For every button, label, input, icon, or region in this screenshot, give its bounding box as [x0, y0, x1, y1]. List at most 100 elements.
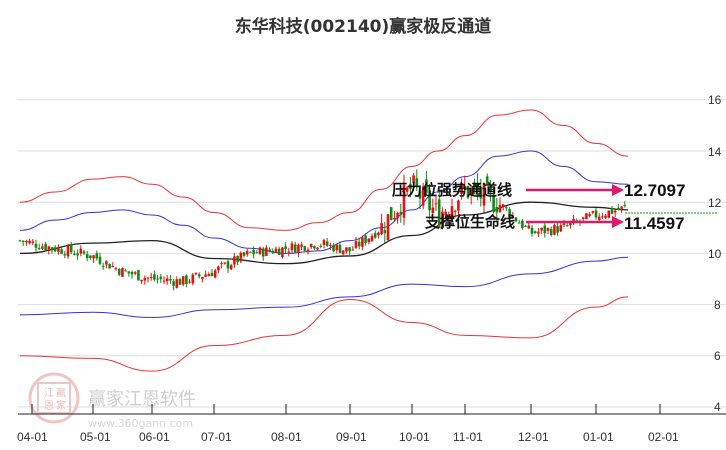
candle-down [169, 278, 172, 281]
candle-down [473, 182, 476, 188]
candle-up [562, 223, 566, 226]
candle-down [153, 274, 156, 280]
y-axis: 16 14 12 10 8 6 4 [708, 93, 722, 414]
candle-down [325, 241, 329, 246]
watermark-seal-char: 恩 [44, 400, 54, 412]
candle-up [341, 250, 345, 255]
candle-up [287, 251, 291, 253]
x-tick-label: 11-01 [453, 430, 483, 444]
candle-down [101, 265, 105, 267]
candle-up [188, 281, 191, 283]
x-tick-label: 01-01 [583, 430, 614, 444]
candle-down [60, 249, 63, 254]
candle-down [617, 207, 620, 210]
candle-down [178, 279, 182, 285]
candle-down [437, 199, 441, 227]
candle-up [402, 184, 406, 218]
candle-down [623, 205, 627, 207]
support-arrow-icon [612, 216, 624, 228]
candle-up [191, 274, 195, 284]
candle-up [239, 252, 243, 262]
candle-up [105, 261, 108, 265]
candle-down [236, 255, 239, 263]
candle-up [597, 216, 601, 220]
candle-down [338, 244, 342, 253]
candle-up [613, 210, 617, 213]
candle-up [265, 247, 268, 256]
candle-up [245, 251, 249, 255]
candle-down [476, 183, 479, 193]
candle-up [306, 249, 310, 253]
x-tick-label: 06-01 [139, 430, 170, 444]
candle-up [207, 274, 211, 277]
candle-up [351, 249, 355, 251]
candle-up [204, 274, 207, 277]
candle-down [252, 249, 255, 255]
candle-up [66, 245, 70, 257]
candle-down [418, 190, 422, 199]
pressure-label: 压力位强势通道线 [392, 181, 512, 199]
candle-down [226, 261, 230, 269]
x-tick-label: 04-01 [17, 430, 48, 444]
candle-down [495, 206, 499, 213]
candle-down [466, 186, 470, 198]
candle-down [508, 209, 511, 218]
candle-up [469, 187, 473, 196]
support-value: 11.4597 [624, 214, 685, 233]
x-tick-label: 10-01 [399, 430, 430, 444]
candle-down [533, 231, 537, 234]
candle-down [172, 281, 175, 286]
candle-up [367, 238, 371, 243]
outer-upper-line [19, 109, 629, 231]
candle-down [383, 230, 387, 234]
candle-down [63, 254, 67, 256]
candle-down [249, 251, 252, 253]
candle-down [313, 245, 316, 249]
candle-up [329, 244, 332, 247]
candle-up [149, 276, 153, 278]
candle-down [293, 244, 297, 253]
candle-down [399, 211, 403, 215]
candle-down [549, 229, 553, 236]
candle-down [485, 176, 489, 185]
watermark-brand: 赢家江恩软件 [88, 388, 196, 410]
candlesticks [18, 169, 627, 291]
candle-up [181, 276, 185, 285]
candle-up [447, 214, 451, 217]
x-tick-label: 02-01 [648, 430, 679, 444]
candle-up [620, 206, 623, 209]
candle-up [217, 266, 220, 271]
candle-down [556, 226, 559, 233]
candle-down [565, 225, 569, 227]
candle-down [543, 225, 547, 234]
candle-down [37, 248, 41, 250]
candle-down [373, 233, 377, 238]
candle-down [409, 183, 412, 189]
candle-up [41, 246, 44, 249]
candle-up [396, 212, 399, 219]
outer-lower-line [19, 296, 629, 372]
candle-up [309, 243, 313, 248]
candle-up [162, 280, 166, 282]
inner-lower-line [19, 256, 629, 318]
candle-up [300, 244, 303, 247]
candle-down [524, 225, 527, 227]
candle-down [159, 276, 163, 280]
candle-up [201, 277, 204, 280]
candle-up [553, 225, 556, 235]
watermark-seal-char: 赢 [56, 386, 66, 399]
candle-up [569, 222, 572, 226]
candle-up [233, 256, 236, 265]
candle-down [303, 246, 307, 251]
candle-up [220, 263, 223, 265]
candle-down [137, 270, 140, 281]
candle-down [53, 247, 57, 252]
candle-up [229, 265, 233, 270]
candle-up [133, 272, 137, 274]
candle-up [421, 186, 425, 206]
y-tick-label: 16 [708, 93, 722, 107]
candle-up [114, 268, 118, 270]
candle-down [185, 275, 188, 284]
candle-up [354, 241, 358, 248]
candle-down [514, 217, 518, 222]
